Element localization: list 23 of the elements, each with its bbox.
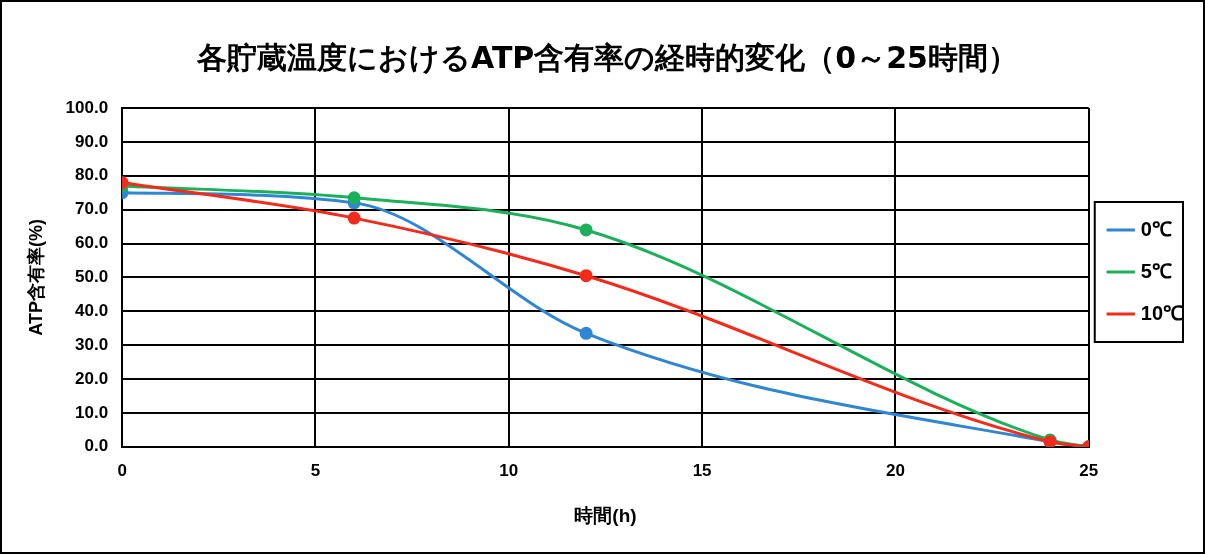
y-tick-label: 70.0 — [75, 199, 109, 219]
y-tick-label: 40.0 — [75, 300, 109, 320]
x-axis-title: 時間(h) — [574, 504, 637, 526]
y-tick-label: 60.0 — [75, 233, 109, 253]
y-tick-label: 10.0 — [75, 402, 109, 422]
y-tick-label: 100.0 — [65, 97, 109, 117]
x-tick-label: 25 — [1079, 460, 1099, 480]
x-tick-label: 10 — [499, 460, 519, 480]
y-tick-label: 20.0 — [75, 368, 109, 388]
legend-label: 0℃ — [1140, 217, 1172, 240]
legend-label: 10℃ — [1140, 301, 1183, 324]
chart-title: 各貯蔵温度におけるATP含有率の経時的変化（0～25時間） — [196, 39, 1018, 75]
y-tick-label: 90.0 — [75, 131, 109, 151]
y-tick-label: 80.0 — [75, 165, 109, 185]
x-tick-label: 5 — [310, 460, 321, 480]
y-tick-label: 0.0 — [84, 436, 109, 456]
x-tick-label: 15 — [692, 460, 712, 480]
x-tick-label: 20 — [885, 460, 905, 480]
y-tick-label: 50.0 — [75, 267, 109, 287]
x-tick-label: 0 — [117, 460, 127, 480]
y-axis-title: ATP含有率(%) — [25, 219, 46, 336]
y-tick-label: 30.0 — [75, 334, 109, 354]
legend-label: 5℃ — [1140, 259, 1172, 282]
